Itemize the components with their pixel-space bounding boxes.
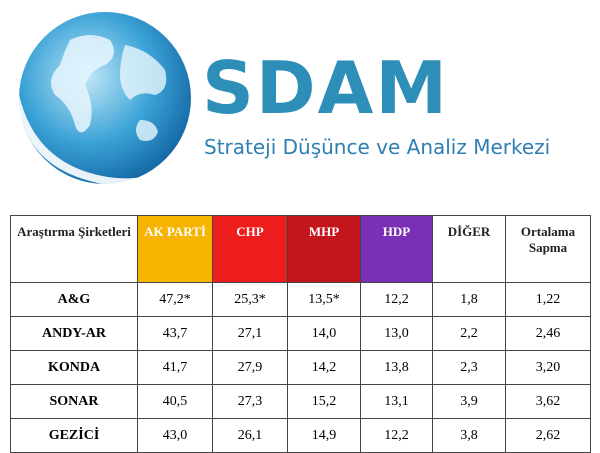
value-cell: 3,8 — [432, 418, 506, 453]
value-cell: 14,0 — [287, 316, 361, 351]
value-cell: 41,7 — [137, 350, 213, 385]
value-cell: 1,22 — [505, 282, 591, 317]
company-cell: ANDY-AR — [10, 316, 138, 351]
table-row: ANDY-AR 43,7 27,1 14,0 13,0 2,2 2,46 — [10, 316, 591, 351]
value-cell: 1,8 — [432, 282, 506, 317]
value-cell: 12,2 — [360, 418, 433, 453]
value-cell: 27,3 — [212, 384, 288, 419]
column-header: HDP — [360, 215, 433, 283]
value-cell: 15,2 — [287, 384, 361, 419]
value-cell: 2,2 — [432, 316, 506, 351]
table-body: A&G 47,2* 25,3* 13,5* 12,2 1,8 1,22 ANDY-AR 43,7… — [10, 282, 591, 453]
logo-subtitle: Strateji Düşünce ve Analiz Merkezi — [204, 135, 551, 159]
column-header: Araştırma Şirketleri — [10, 215, 138, 283]
value-cell: 3,20 — [505, 350, 591, 385]
results-table: Araştırma Şirketleri AK PARTİ CHP MHP HDP DİĞ… — [10, 215, 591, 453]
value-cell: 3,62 — [505, 384, 591, 419]
value-cell: 12,2 — [360, 282, 433, 317]
value-cell: 40,5 — [137, 384, 213, 419]
company-cell: A&G — [10, 282, 138, 317]
value-cell: 14,2 — [287, 350, 361, 385]
value-cell: 2,62 — [505, 418, 591, 453]
column-header: MHP — [287, 215, 361, 283]
value-cell: 2,46 — [505, 316, 591, 351]
column-header: Ortalama Sapma — [505, 215, 591, 283]
value-cell: 13,1 — [360, 384, 433, 419]
value-cell: 13,5* — [287, 282, 361, 317]
value-cell: 14,9 — [287, 418, 361, 453]
value-cell: 47,2* — [137, 282, 213, 317]
value-cell: 2,3 — [432, 350, 506, 385]
globe-logo — [18, 12, 193, 186]
table-row: GEZİCİ 43,0 26,1 14,9 12,2 3,8 2,62 — [10, 418, 591, 453]
value-cell: 43,7 — [137, 316, 213, 351]
header-row: Araştırma Şirketleri AK PARTİ CHP MHP HDP DİĞ… — [10, 215, 591, 283]
table-row: KONDA 41,7 27,9 14,2 13,8 2,3 3,20 — [10, 350, 591, 385]
column-header: CHP — [212, 215, 288, 283]
company-cell: SONAR — [10, 384, 138, 419]
logo-title: SDAM — [202, 46, 449, 130]
company-cell: KONDA — [10, 350, 138, 385]
value-cell: 27,9 — [212, 350, 288, 385]
value-cell: 27,1 — [212, 316, 288, 351]
table-row: A&G 47,2* 25,3* 13,5* 12,2 1,8 1,22 — [10, 282, 591, 317]
value-cell: 43,0 — [137, 418, 213, 453]
value-cell: 13,8 — [360, 350, 433, 385]
company-cell: GEZİCİ — [10, 418, 138, 453]
value-cell: 3,9 — [432, 384, 506, 419]
value-cell: 25,3* — [212, 282, 288, 317]
table-row: SONAR 40,5 27,3 15,2 13,1 3,9 3,62 — [10, 384, 591, 419]
column-header: DİĞER — [432, 215, 506, 283]
value-cell: 13,0 — [360, 316, 433, 351]
value-cell: 26,1 — [212, 418, 288, 453]
column-header: AK PARTİ — [137, 215, 213, 283]
